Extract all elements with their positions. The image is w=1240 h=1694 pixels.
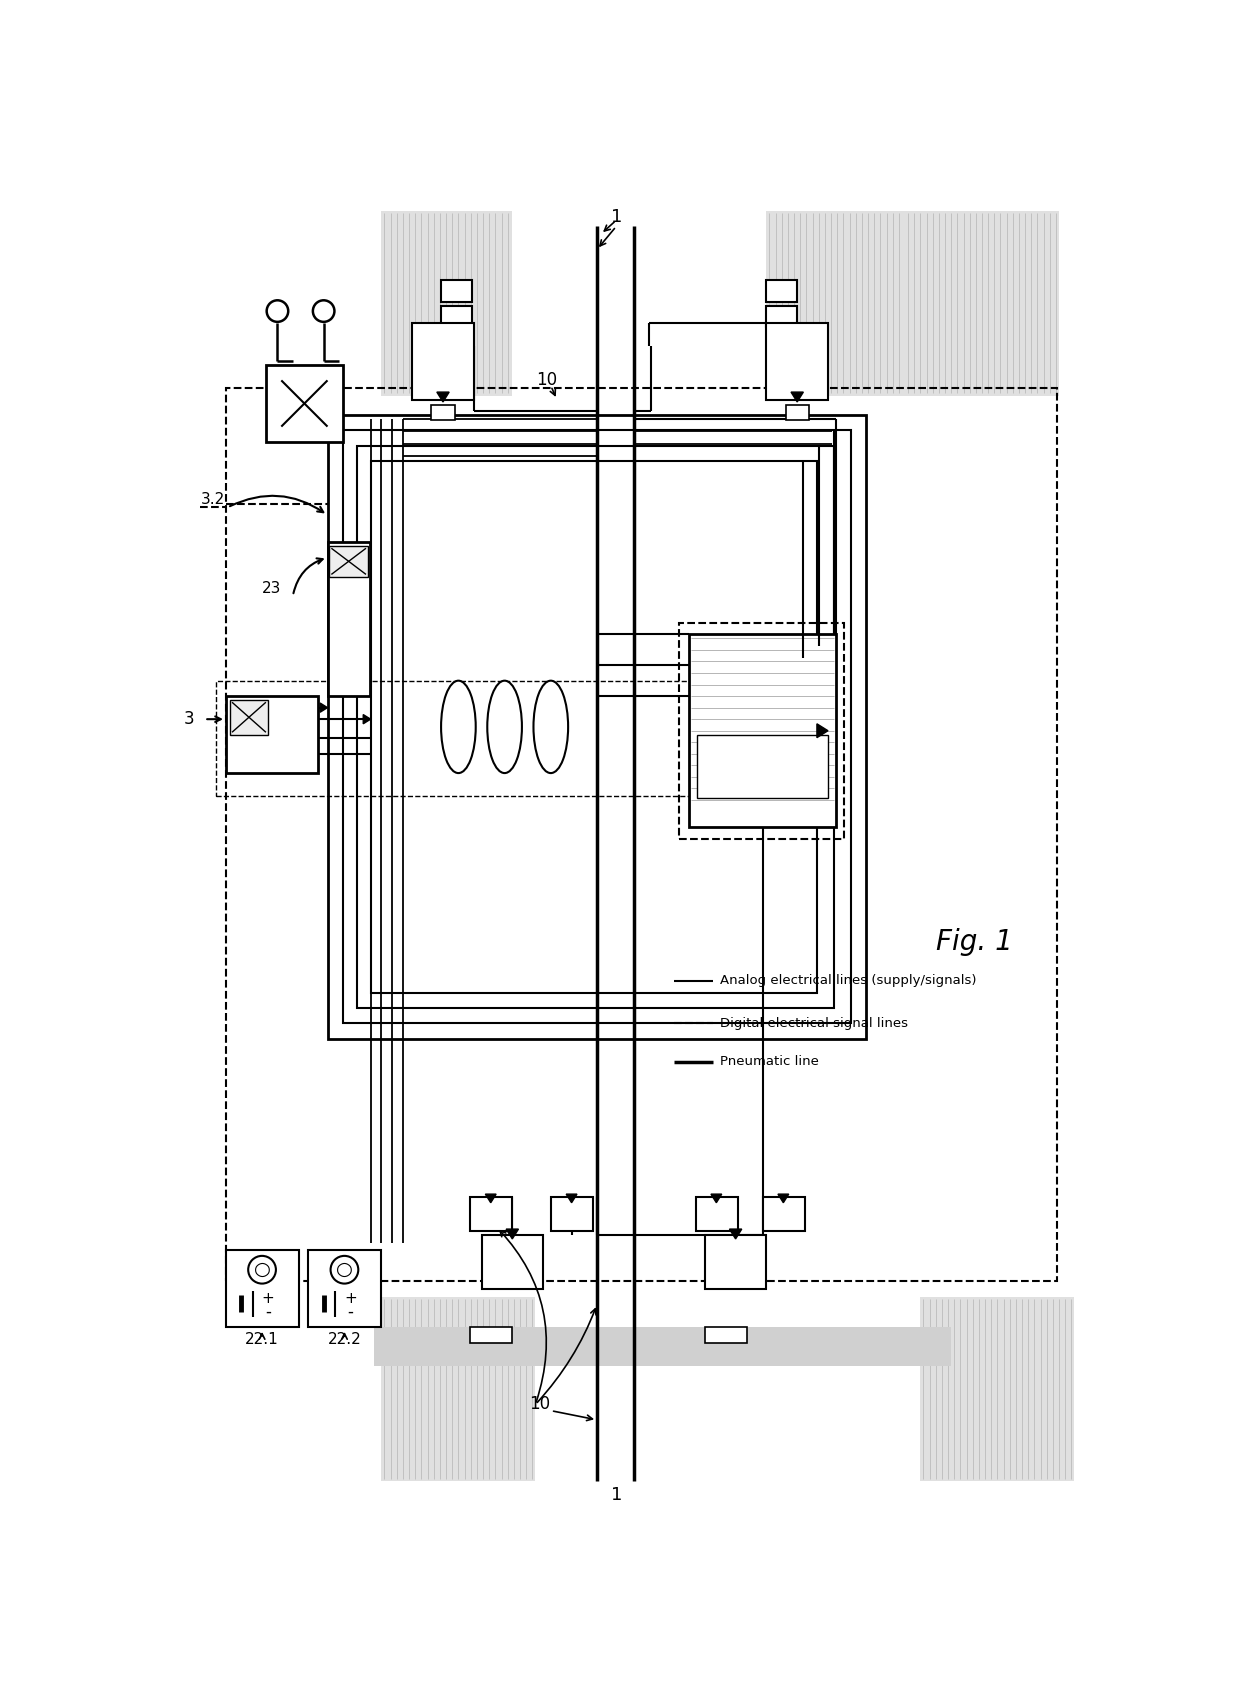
Polygon shape [567, 1194, 577, 1203]
Polygon shape [436, 391, 449, 401]
Bar [786, 405, 808, 420]
Bar [327, 415, 867, 1038]
Bar [763, 1196, 805, 1232]
Text: -: - [347, 1303, 353, 1321]
Bar [373, 1328, 951, 1365]
Text: 1: 1 [610, 1486, 622, 1504]
Bar [689, 635, 836, 827]
Text: ○: ○ [336, 1260, 353, 1279]
Bar [551, 1196, 593, 1232]
Bar [309, 1250, 382, 1328]
Bar [441, 305, 472, 327]
Bar [327, 542, 370, 696]
Text: Digital electrical signal lines: Digital electrical signal lines [720, 1016, 908, 1030]
Polygon shape [506, 1230, 518, 1238]
Bar [704, 1235, 766, 1289]
Text: 10: 10 [537, 371, 558, 390]
Bar [412, 322, 474, 400]
Polygon shape [791, 391, 804, 401]
Polygon shape [320, 703, 327, 711]
Text: EBS-ECU: EBS-ECU [246, 745, 299, 756]
Ellipse shape [487, 681, 522, 772]
Polygon shape [729, 1230, 742, 1238]
Bar [343, 430, 851, 1023]
Bar [229, 700, 268, 735]
Polygon shape [711, 1194, 722, 1203]
Bar [470, 1328, 512, 1343]
Polygon shape [817, 723, 828, 737]
Ellipse shape [533, 681, 568, 772]
Text: 23: 23 [263, 581, 281, 596]
Text: 22.1: 22.1 [246, 1331, 279, 1347]
Bar [766, 280, 797, 302]
Polygon shape [777, 1194, 789, 1203]
Bar [371, 461, 817, 993]
Bar [226, 388, 1058, 1281]
Bar [766, 212, 936, 396]
Bar [704, 1328, 748, 1343]
Text: -: - [265, 1303, 272, 1321]
Text: Pneumatic line: Pneumatic line [720, 1055, 820, 1069]
Text: 3: 3 [184, 710, 195, 728]
Text: Analog electrical lines (supply/signals): Analog electrical lines (supply/signals) [720, 974, 977, 988]
Bar [470, 1196, 512, 1232]
Bar [766, 322, 828, 400]
Bar [920, 1296, 1074, 1482]
Bar [696, 1196, 738, 1232]
Bar [226, 1250, 299, 1328]
Text: ○: ○ [253, 1260, 270, 1279]
Bar [678, 623, 844, 839]
Text: Fig. 1: Fig. 1 [936, 928, 1013, 957]
Text: 22.2: 22.2 [327, 1331, 361, 1347]
Bar [329, 545, 368, 576]
Bar [766, 305, 797, 327]
Text: IFBM-ECU: IFBM-ECU [343, 590, 353, 649]
Bar [265, 364, 343, 442]
Bar [441, 280, 472, 302]
Bar [382, 212, 512, 396]
Bar [216, 681, 748, 796]
Bar [226, 696, 319, 772]
Ellipse shape [441, 681, 476, 772]
Text: 1: 1 [610, 208, 622, 225]
Polygon shape [363, 715, 371, 723]
Bar [357, 446, 835, 1008]
Polygon shape [485, 1194, 496, 1203]
Text: 3.2: 3.2 [201, 493, 224, 507]
Text: +: + [262, 1291, 274, 1306]
Text: 10: 10 [528, 1396, 549, 1413]
Bar [481, 1235, 543, 1289]
Text: +: + [345, 1291, 357, 1306]
Bar [382, 1296, 536, 1482]
Bar [905, 212, 1059, 396]
Bar [432, 405, 455, 420]
Bar [697, 735, 828, 798]
